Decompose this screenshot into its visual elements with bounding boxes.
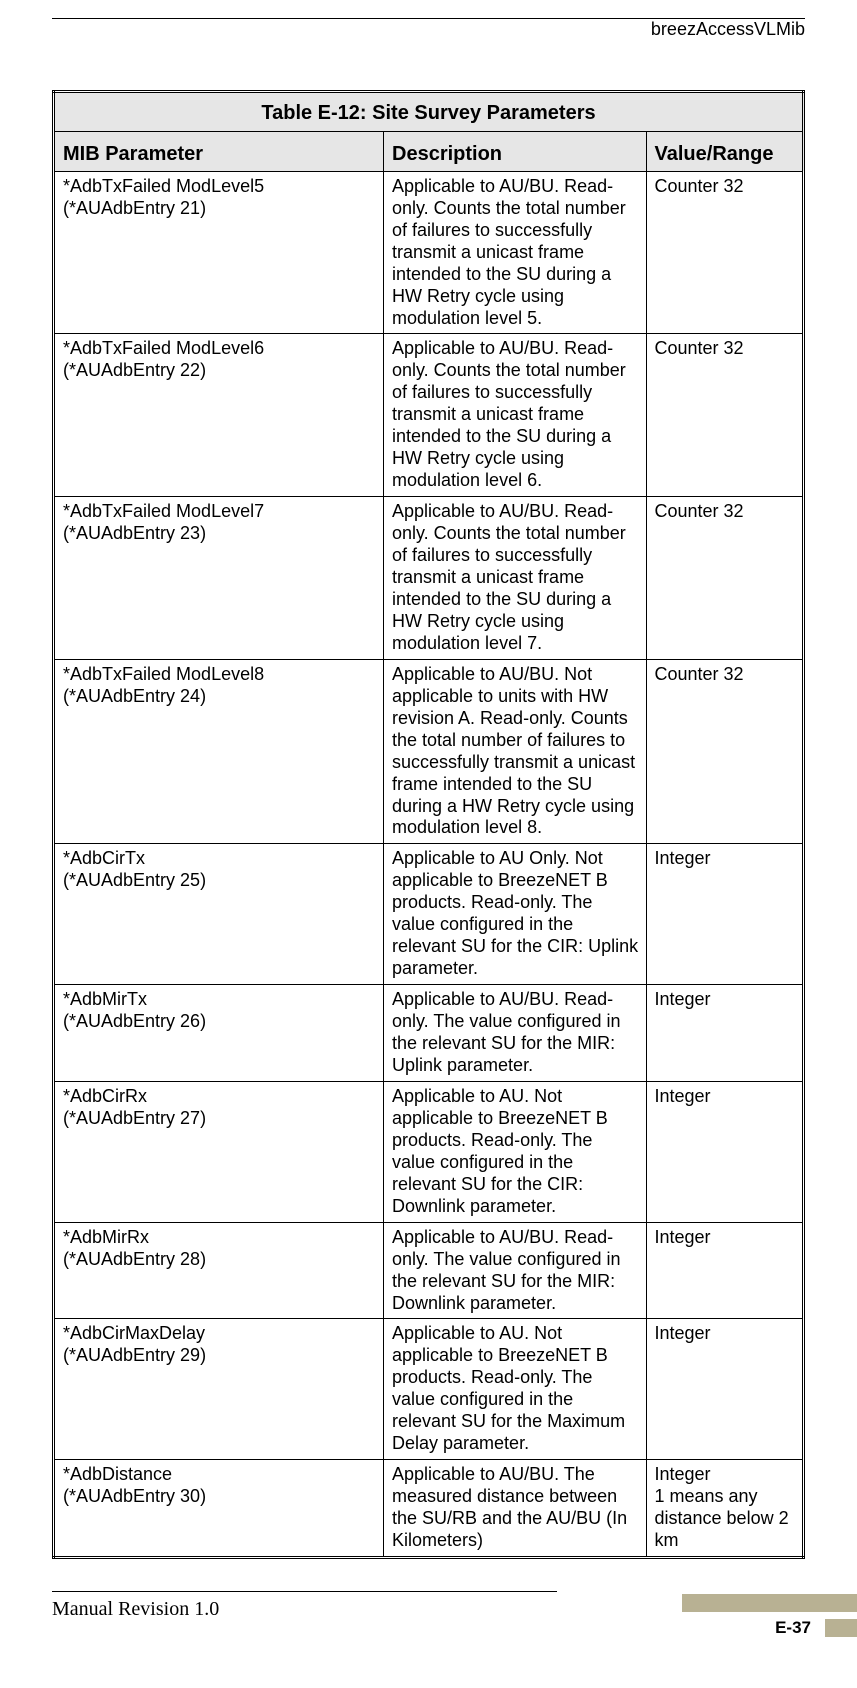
footer: Manual Revision 1.0 E-37: [52, 1598, 805, 1658]
table-row: *AdbCirRx(*AUAdbEntry 27)Applicable to A…: [54, 1081, 804, 1222]
table-title: Table E-12: Site Survey Parameters: [54, 92, 804, 132]
cell-value-range: Integer: [646, 1222, 804, 1319]
param-line1: *AdbMirRx: [63, 1227, 149, 1247]
cell-mib-parameter: *AdbTxFailed ModLevel5(*AUAdbEntry 21): [54, 171, 384, 334]
table-row: *AdbDistance(*AUAdbEntry 30)Applicable t…: [54, 1460, 804, 1558]
table-row: *AdbMirRx(*AUAdbEntry 28)Applicable to A…: [54, 1222, 804, 1319]
footer-bar-long: [682, 1594, 857, 1612]
param-line1: *AdbMirTx: [63, 989, 147, 1009]
footer-bar-short: [825, 1619, 857, 1637]
cell-description: Applicable to AU/BU. Read-only. Counts t…: [384, 171, 647, 334]
cell-value-range: Counter 32: [646, 171, 804, 334]
param-line1: *AdbTxFailed ModLevel6: [63, 338, 264, 358]
footer-decoration: E-37: [637, 1594, 857, 1644]
cell-value-range: Integer 1 means any distance below 2 km: [646, 1460, 804, 1558]
param-line1: *AdbTxFailed ModLevel8: [63, 664, 264, 684]
param-line2: (*AUAdbEntry 26): [63, 1011, 377, 1033]
table-row: *AdbCirMaxDelay(*AUAdbEntry 29)Applicabl…: [54, 1319, 804, 1460]
cell-mib-parameter: *AdbCirRx(*AUAdbEntry 27): [54, 1081, 384, 1222]
document-page: breezAccessVLMib Table E-12: Site Survey…: [0, 0, 857, 1688]
col-header-desc: Description: [384, 132, 647, 171]
cell-mib-parameter: *AdbCirMaxDelay(*AUAdbEntry 29): [54, 1319, 384, 1460]
col-header-val: Value/Range: [646, 132, 804, 171]
col-header-param: MIB Parameter: [54, 132, 384, 171]
cell-mib-parameter: *AdbTxFailed ModLevel6(*AUAdbEntry 22): [54, 334, 384, 497]
param-line2: (*AUAdbEntry 21): [63, 198, 377, 220]
cell-mib-parameter: *AdbMirTx(*AUAdbEntry 26): [54, 985, 384, 1082]
cell-mib-parameter: *AdbMirRx(*AUAdbEntry 28): [54, 1222, 384, 1319]
cell-description: Applicable to AU/BU. Read-only. Counts t…: [384, 334, 647, 497]
cell-description: Applicable to AU/BU. Read-only. The valu…: [384, 1222, 647, 1319]
cell-mib-parameter: *AdbTxFailed ModLevel7(*AUAdbEntry 23): [54, 497, 384, 660]
table-row: *AdbTxFailed ModLevel8(*AUAdbEntry 24)Ap…: [54, 659, 804, 844]
table-row: *AdbTxFailed ModLevel7(*AUAdbEntry 23)Ap…: [54, 497, 804, 660]
param-line2: (*AUAdbEntry 24): [63, 686, 377, 708]
cell-value-range: Integer: [646, 844, 804, 985]
cell-description: Applicable to AU/BU. Not applicable to u…: [384, 659, 647, 844]
page-number: E-37: [775, 1618, 811, 1638]
cell-value-range: Counter 32: [646, 334, 804, 497]
table-row: *AdbTxFailed ModLevel5(*AUAdbEntry 21)Ap…: [54, 171, 804, 334]
table-row: *AdbTxFailed ModLevel6(*AUAdbEntry 22)Ap…: [54, 334, 804, 497]
param-line1: *AdbTxFailed ModLevel5: [63, 176, 264, 196]
cell-description: Applicable to AU/BU. The measured distan…: [384, 1460, 647, 1558]
table-row: *AdbCirTx(*AUAdbEntry 25)Applicable to A…: [54, 844, 804, 985]
table-row: *AdbMirTx(*AUAdbEntry 26)Applicable to A…: [54, 985, 804, 1082]
cell-mib-parameter: *AdbTxFailed ModLevel8(*AUAdbEntry 24): [54, 659, 384, 844]
cell-description: Applicable to AU/BU. Read-only. Counts t…: [384, 497, 647, 660]
cell-value-range: Counter 32: [646, 659, 804, 844]
param-line2: (*AUAdbEntry 27): [63, 1108, 377, 1130]
footer-rule: [52, 1591, 557, 1592]
manual-revision-label: Manual Revision 1.0: [52, 1598, 219, 1620]
param-line1: *AdbCirMaxDelay: [63, 1323, 205, 1343]
param-line2: (*AUAdbEntry 29): [63, 1345, 377, 1367]
cell-description: Applicable to AU/BU. Read-only. The valu…: [384, 985, 647, 1082]
param-line2: (*AUAdbEntry 30): [63, 1486, 377, 1508]
param-line1: *AdbCirRx: [63, 1086, 147, 1106]
cell-mib-parameter: *AdbCirTx(*AUAdbEntry 25): [54, 844, 384, 985]
header-doc-label: breezAccessVLMib: [52, 19, 805, 40]
cell-value-range: Integer: [646, 1081, 804, 1222]
cell-value-range: Integer: [646, 985, 804, 1082]
cell-description: Applicable to AU Only. Not applicable to…: [384, 844, 647, 985]
cell-value-range: Counter 32: [646, 497, 804, 660]
cell-mib-parameter: *AdbDistance(*AUAdbEntry 30): [54, 1460, 384, 1558]
cell-value-range: Integer: [646, 1319, 804, 1460]
param-line1: *AdbCirTx: [63, 848, 145, 868]
param-line2: (*AUAdbEntry 23): [63, 523, 377, 545]
param-line1: *AdbTxFailed ModLevel7: [63, 501, 264, 521]
param-line2: (*AUAdbEntry 22): [63, 360, 377, 382]
param-line2: (*AUAdbEntry 25): [63, 870, 377, 892]
param-line2: (*AUAdbEntry 28): [63, 1249, 377, 1271]
site-survey-table: Table E-12: Site Survey Parameters MIB P…: [52, 90, 805, 1559]
cell-description: Applicable to AU. Not applicable to Bree…: [384, 1319, 647, 1460]
cell-description: Applicable to AU. Not applicable to Bree…: [384, 1081, 647, 1222]
param-line1: *AdbDistance: [63, 1464, 172, 1484]
